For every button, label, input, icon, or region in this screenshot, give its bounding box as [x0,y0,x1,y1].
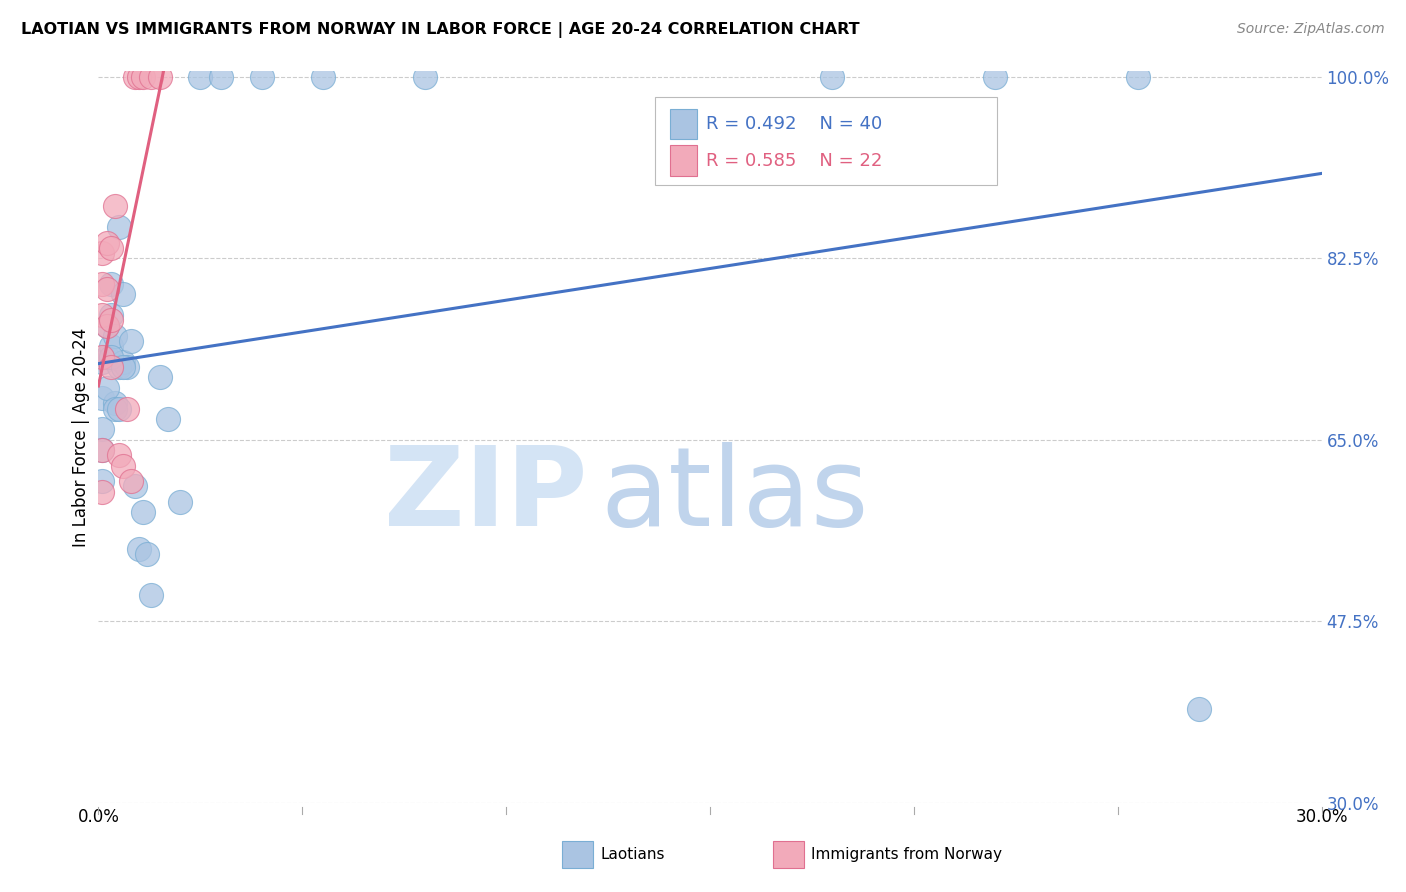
Point [149,370,172,384]
Point [108,401,131,416]
Point [149,70,172,84]
Point [100,241,122,255]
Point [111,458,134,473]
Point [91,422,114,436]
Point [91,308,114,322]
Point [104,401,127,416]
Point [108,359,131,374]
Point [91,350,114,364]
Bar [773,841,804,868]
Point [100,359,122,374]
Point [120,334,142,348]
Point [132,70,155,84]
Point [188,70,212,84]
Point [91,277,114,291]
Point [1128,70,1150,84]
Point [821,70,844,84]
Text: LAOTIAN VS IMMIGRANTS FROM NORWAY IN LABOR FORCE | AGE 20-24 CORRELATION CHART: LAOTIAN VS IMMIGRANTS FROM NORWAY IN LAB… [21,22,859,38]
Point [100,313,122,327]
Point [128,70,150,84]
Point [984,70,1007,84]
Point [413,70,436,84]
Point [108,448,131,462]
Point [111,287,134,301]
Point [100,350,122,364]
Point [96,282,118,296]
Point [111,355,134,369]
Bar [669,145,696,176]
Point [100,308,122,322]
Text: atlas: atlas [600,442,869,549]
Point [132,505,155,519]
Point [141,588,163,602]
Point [96,318,118,333]
Point [124,70,146,84]
Y-axis label: In Labor Force | Age 20-24: In Labor Force | Age 20-24 [72,327,90,547]
Point [104,199,127,213]
Point [115,359,138,374]
Point [111,359,134,374]
Point [209,70,232,84]
Point [156,412,179,426]
Point [136,547,159,561]
Text: R = 0.492    N = 40: R = 0.492 N = 40 [706,115,883,133]
Point [1188,702,1211,716]
Point [91,391,114,405]
Point [91,355,114,369]
Point [108,219,131,234]
Point [120,474,142,488]
Point [128,541,150,556]
Text: ZIP: ZIP [384,442,588,549]
Point [115,401,138,416]
Point [91,484,114,499]
Bar [669,109,696,139]
Point [91,443,114,458]
Bar [562,841,593,868]
Text: Immigrants from Norway: Immigrants from Norway [811,847,1002,862]
Text: Laotians: Laotians [600,847,665,862]
Point [96,318,118,333]
Point [91,474,114,488]
Point [91,443,114,458]
Point [124,479,146,493]
FancyBboxPatch shape [655,97,997,185]
Point [96,381,118,395]
Point [100,339,122,353]
Point [91,246,114,260]
Point [250,70,273,84]
Point [96,350,118,364]
Text: Source: ZipAtlas.com: Source: ZipAtlas.com [1237,22,1385,37]
Point [96,235,118,250]
Point [104,329,127,343]
Point [312,70,335,84]
Text: R = 0.585    N = 22: R = 0.585 N = 22 [706,152,883,169]
Point [104,396,127,410]
Point [169,495,191,509]
Point [141,70,163,84]
Point [100,277,122,291]
